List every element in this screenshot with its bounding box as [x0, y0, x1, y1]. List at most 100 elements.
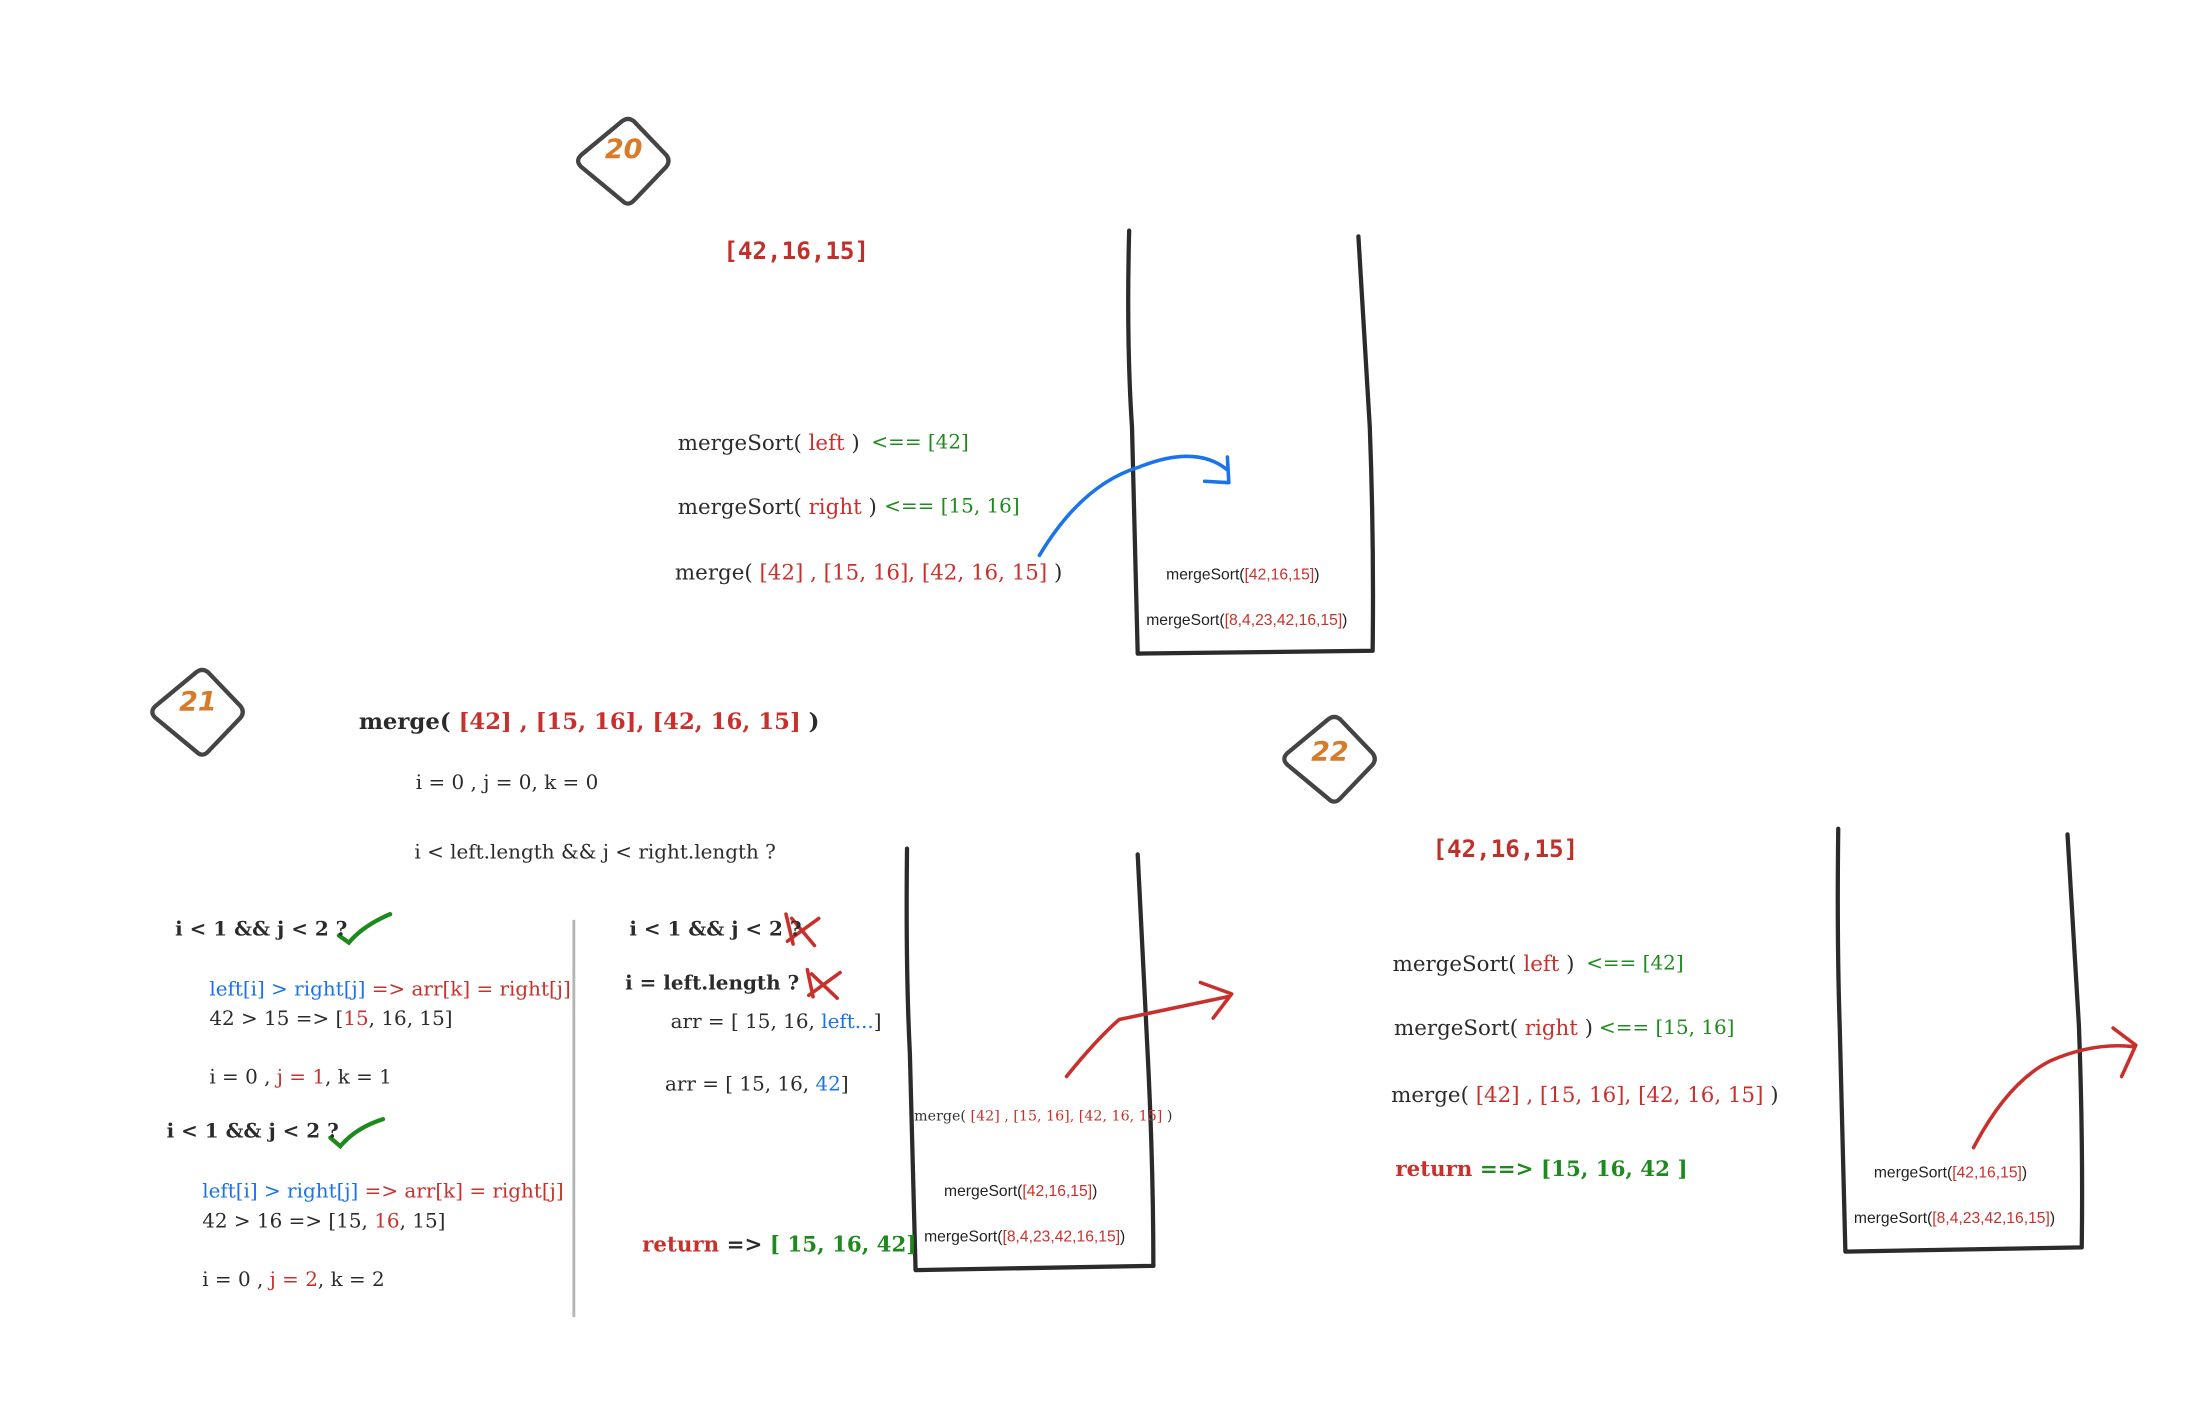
- close-paren: ): [808, 707, 820, 735]
- call-text: mergeSort(: [1392, 951, 1517, 977]
- stack-frame: mergeSort([42,16,15]): [1166, 567, 1319, 584]
- arg-text: right: [1518, 1015, 1585, 1041]
- step-badge-21: 21: [179, 686, 217, 718]
- condition-check-3: i < 1 && j < 2 ?: [629, 918, 802, 942]
- compare-line-1: left[i] > right[j] => arr[k] = right[j]: [209, 978, 570, 1001]
- call-text: mergeSort(: [677, 430, 802, 456]
- cross-icon: [805, 967, 842, 1000]
- close-paren: ): [851, 430, 860, 456]
- call-text: mergeSort(: [1853, 1210, 1933, 1228]
- eval-line-2: 42 > 16 => [15, 16, 15]: [202, 1210, 445, 1233]
- stack-container-20: [1126, 228, 1376, 656]
- call-text: mergeSort(: [1393, 1015, 1519, 1041]
- call-text: merge(: [674, 559, 753, 586]
- result-right: <== [15, 16]: [1599, 1016, 1735, 1040]
- return-value: [ 15, 16, 42]: [769, 1231, 917, 1258]
- arr-line-1: arr = [ 15, 16, left...]: [671, 1011, 882, 1034]
- call-text: mergeSort(: [944, 1183, 1023, 1201]
- close-paren: ): [1120, 1228, 1126, 1246]
- eval-text: , 15]: [399, 1210, 446, 1234]
- return-keyword: return: [1395, 1156, 1473, 1182]
- call-text: merge(: [358, 707, 451, 735]
- index-highlight: j = 2: [269, 1268, 318, 1292]
- call-text: mergeSort(: [1166, 566, 1245, 584]
- init-line: i = 0 , j = 0, k = 0: [415, 771, 599, 795]
- eval-text: 42 > 15 => [: [209, 1008, 344, 1031]
- call-text: mergeSort(: [677, 494, 802, 520]
- index-text: , k = 1: [325, 1066, 392, 1090]
- condition-check-1: i < 1 && j < 2 ?: [175, 918, 348, 942]
- stack-frame: mergeSort([42,16,15]): [944, 1183, 1097, 1200]
- compare-line-2: left[i] > right[j] => arr[k] = right[j]: [202, 1180, 563, 1203]
- arg-text: [42,16,15]: [1952, 1164, 2022, 1182]
- result-right: <== [15, 16]: [884, 495, 1020, 519]
- arg-text: [8,4,23,42,16,15]: [1224, 612, 1343, 630]
- result-left: <== [42]: [1586, 952, 1684, 976]
- stack-frame: mergeSort([42,16,15]): [1874, 1165, 2027, 1182]
- merge-line: merge( [42] , [15, 16], [42, 16, 15] ): [675, 560, 1062, 586]
- eval-highlight: 16: [374, 1210, 400, 1234]
- badge-20-shape: [575, 116, 671, 206]
- check-icon: [328, 1117, 386, 1150]
- compare-text: left[i] > right[j]: [202, 1180, 359, 1204]
- return-value: ==> [15, 16, 42 ]: [1472, 1156, 1688, 1182]
- assign-text: => arr[k] = right[j]: [358, 1180, 564, 1204]
- close-paren: ): [868, 494, 877, 520]
- condition-line: i < left.length && j < right.length ?: [414, 841, 776, 865]
- call-text: mergeSort(: [924, 1228, 1003, 1246]
- badge-21-shape: [150, 667, 245, 757]
- result-left: <== [42]: [871, 431, 969, 455]
- arg-text: left: [1516, 951, 1567, 977]
- close-paren: ): [1342, 612, 1348, 630]
- cross-icon: [784, 912, 821, 948]
- stack-container-22: [1835, 826, 2085, 1254]
- arr-text: ]: [873, 1010, 882, 1034]
- arr-text: ]: [840, 1073, 849, 1097]
- stack-frame: mergeSort([8,4,23,42,16,15]): [1146, 612, 1347, 629]
- index-text: , k = 2: [317, 1268, 385, 1292]
- arg-text: left: [801, 430, 852, 456]
- stack-container-21: [904, 846, 1156, 1273]
- arrow-red-22: [1971, 1026, 2138, 1150]
- arrow-red-21: [1064, 980, 1234, 1079]
- return-arrow: =>: [719, 1231, 770, 1258]
- close-paren: ): [1092, 1183, 1098, 1201]
- eval-text: , 16, 15]: [368, 1008, 453, 1031]
- close-paren: ): [1770, 1082, 1779, 1108]
- arg-text: right: [801, 494, 869, 520]
- close-paren: ): [2021, 1164, 2028, 1182]
- step-badge-22: 22: [1311, 736, 1349, 768]
- arrow-blue: [1037, 454, 1231, 558]
- arr-highlight: left...: [821, 1010, 874, 1034]
- arg-text: [8,4,23,42,16,15]: [1932, 1210, 2050, 1228]
- return-line-21: return => [ 15, 16, 42]: [642, 1232, 916, 1258]
- call-text: merge(: [1391, 1082, 1469, 1108]
- step-badge-20: 20: [604, 133, 643, 166]
- condition-check-2: i < 1 && j < 2 ?: [166, 1120, 339, 1144]
- stack-frame: mergeSort([8,4,23,42,16,15]): [1854, 1210, 2055, 1227]
- array-label-20: [42,16,15]: [723, 237, 870, 267]
- arr-text: arr = [ 15, 16,: [670, 1010, 822, 1034]
- index-text: i = 0 ,: [209, 1066, 277, 1090]
- mergesort-right-line: mergeSort( right ): [1394, 1015, 1593, 1041]
- call-text: mergeSort(: [1146, 612, 1225, 630]
- return-keyword: return: [642, 1231, 720, 1258]
- merge-line: merge( [42] , [15, 16], [42, 16, 15] ): [1391, 1082, 1778, 1108]
- eval-line-1: 42 > 15 => [15, 16, 15]: [209, 1008, 452, 1031]
- arg-text: [42,16,15]: [1022, 1183, 1093, 1201]
- arg-text: [42,16,15]: [1244, 566, 1315, 584]
- merge-header: merge( [42] , [15, 16], [42, 16, 15] ): [359, 708, 820, 735]
- index-line-1: i = 0 , j = 1, k = 1: [209, 1067, 392, 1090]
- index-line-2: i = 0 , j = 2, k = 2: [202, 1269, 385, 1292]
- eval-highlight: 15: [343, 1008, 369, 1031]
- arr-text: arr = [ 15, 16,: [664, 1073, 816, 1097]
- call-text: merge(: [914, 1109, 971, 1125]
- args-text: [42] , [15, 16], [42, 16, 15]: [450, 707, 809, 735]
- mergesort-left-line: mergeSort( left ): [678, 430, 860, 456]
- length-check: i = left.length ?: [625, 972, 800, 996]
- badge-22-shape: [1282, 714, 1377, 804]
- return-line-22: return ==> [15, 16, 42 ]: [1395, 1156, 1687, 1182]
- eval-text: 42 > 16 => [15,: [202, 1210, 375, 1234]
- mergesort-right-line: mergeSort( right ): [678, 494, 877, 520]
- close-paren: ): [2049, 1210, 2056, 1228]
